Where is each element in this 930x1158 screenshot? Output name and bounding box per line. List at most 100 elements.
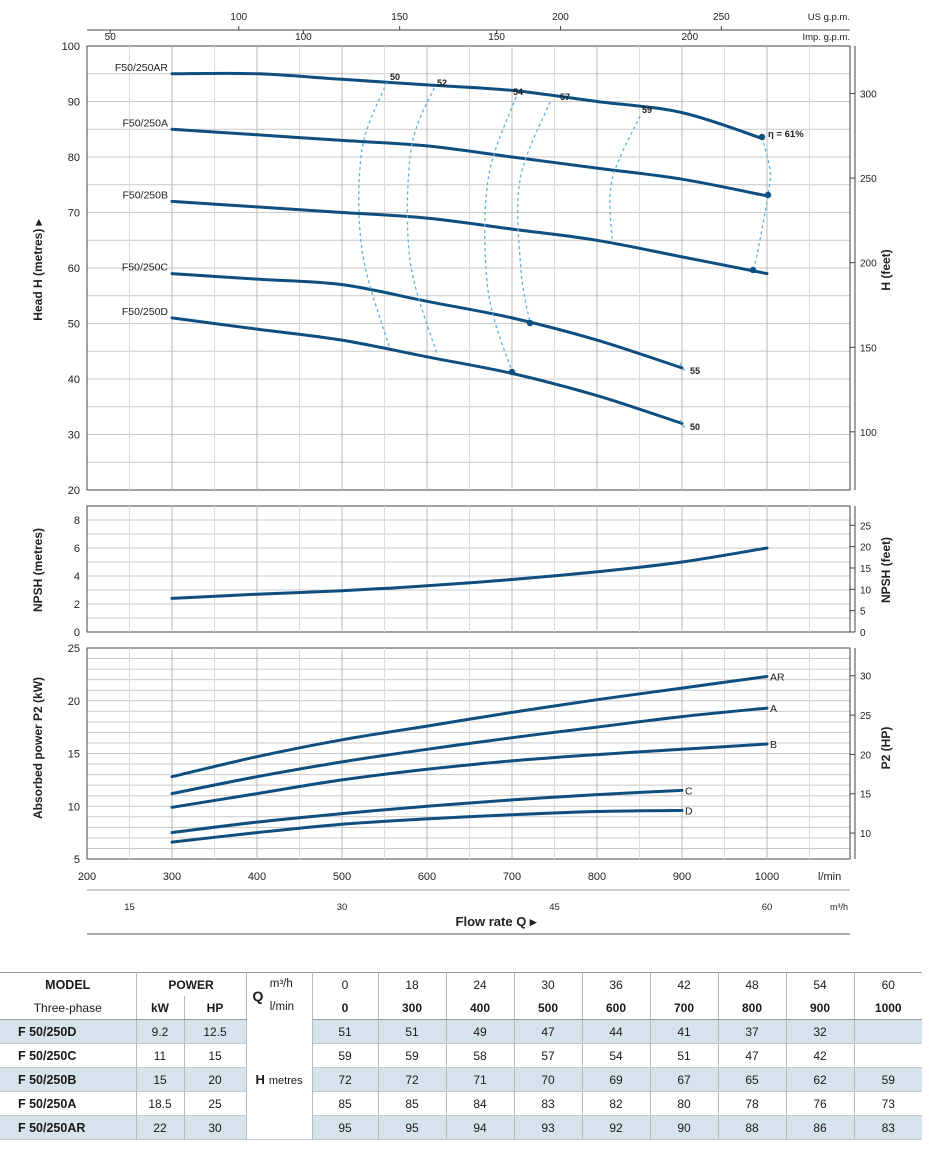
head-value-cell: 92 [582,1115,651,1140]
head-y-tick-label: 70 [68,208,80,220]
q-m3h-value: 54 [786,972,855,996]
head-value-cell: 57 [514,1043,583,1068]
head-curve-f50/250ar [170,71,765,141]
head-value-cell [854,1019,922,1044]
npsh-y-tick-label: 6 [74,543,80,555]
power-curve-label: A [770,703,777,715]
table-row: F 50/250A 18.5 25 85 85 84 83 82 80 78 76 73 [0,1091,930,1116]
chart-labels: F50/250AR F50/250A F50/250B F50/250C F50/250… [31,12,893,935]
power-curve-c [170,788,684,835]
q-label: Q [252,988,264,1005]
head-curve-f50/250b [170,199,769,276]
head-value-cell: 73 [854,1091,922,1116]
head-value-cell: 95 [378,1115,447,1140]
head-curve-f50/250c [170,272,684,370]
power-y-tick-label: 25 [68,643,80,655]
efficiency-iso-curve [679,419,687,431]
q-m3h-unit: m³/h [269,978,293,991]
power-curve-ar [170,675,769,779]
power-curve-a [170,706,769,796]
power-frame [86,647,851,860]
table-row: F 50/250AR 22 30 95 95 94 93 92 90 88 86 83 [0,1115,930,1140]
head-value-cell: 80 [650,1091,719,1116]
head-value-cell: 42 [786,1043,855,1068]
head-value-cell: 85 [312,1091,379,1116]
top-imp-tick-label: 50 [105,32,117,43]
head-y-tick-label: 50 [68,319,80,331]
head-right-tick-label: 150 [860,343,877,354]
head-curve-label: F50/250D [122,306,169,318]
head-right-tick-label: 300 [860,90,877,101]
efficiency-value-label: 55 [690,366,700,376]
npsh-curve [170,546,769,600]
power-hp-cell: 12.5 [184,1019,247,1044]
q-m3h-value: 42 [650,972,719,996]
head-curve-label: F50/250B [122,189,168,201]
head-value-cell: 83 [854,1115,922,1140]
top-us-axis-label: US g.p.m. [808,12,850,23]
x2-tick-label: 30 [337,902,348,913]
power-y-tick-label: 10 [68,801,80,813]
head-value-cell: 95 [312,1115,379,1140]
q-lmin-value: 0 [312,996,379,1020]
h-unit: metres [268,1074,303,1087]
head-value-cell: 51 [312,1019,379,1044]
head-value-cell: 78 [718,1091,787,1116]
head-value-cell: 72 [312,1067,379,1092]
q-lmin-value: 400 [446,996,515,1020]
model-name-cell: F 50/250D [0,1019,137,1044]
table-row: F 50/250B 15 20 72 72 71 70 69 67 65 62 59 [0,1067,930,1092]
efficiency-iso-curve [358,81,390,347]
head-value-cell: 59 [854,1067,922,1092]
power-kw-cell: 18.5 [136,1091,185,1116]
power-right-tick-label: 25 [860,711,872,722]
npsh-right-tick-label: 10 [860,585,872,596]
q-lmin-value: 800 [718,996,787,1020]
power-curve-label: AR [770,671,785,683]
head-value-cell: 47 [514,1019,583,1044]
power-header: POWER [136,972,247,996]
efficiency-point [526,319,534,327]
power-hp-cell: 20 [184,1067,247,1092]
power-y-tick-label: 20 [68,696,80,708]
head-value-cell: 93 [514,1115,583,1140]
x-tick-label: 500 [333,871,351,883]
power-right-tick-label: 30 [860,672,872,683]
three-phase-label: Three-phase [0,996,137,1020]
x-tick-label: 1000 [755,871,779,883]
npsh-y-axis-title: NPSH (metres) [31,528,45,612]
hp-header: HP [184,996,247,1020]
head-value-cell: 47 [718,1043,787,1068]
top-us-tick-label: 200 [552,12,569,23]
q-m3h-value: 18 [378,972,447,996]
efficiency-iso-curve [609,115,641,241]
x2-unit-label: m³/h [830,902,848,912]
q-header: Q m³/h l/min [246,972,313,1020]
x2-tick-label: 15 [124,902,135,913]
q-lmin-value: 1000 [854,996,922,1020]
x-axis-title: Flow rate Q ▸ [456,914,538,929]
q-lmin-unit: l/min [269,1001,295,1014]
head-y-tick-label: 80 [68,152,80,164]
efficiency-value-label: 59 [642,105,652,115]
head-value-cell: 58 [446,1043,515,1068]
head-value-cell: 70 [514,1067,583,1092]
head-value-cell: 59 [312,1043,379,1068]
head-right-axis-title: H (feet) [879,249,893,290]
npsh-y-tick-label: 4 [74,571,80,583]
power-hp-cell: 25 [184,1091,247,1116]
power-curve-label: B [770,739,777,751]
npsh-right-tick-label: 20 [860,543,872,554]
head-curve-f50/250d [170,316,684,425]
power-kw-cell: 15 [136,1067,185,1092]
x-tick-label: 900 [673,871,691,883]
efficiency-value-label: 57 [560,92,570,102]
npsh-right-tick-label: 25 [860,521,872,532]
top-imp-tick-label: 100 [295,32,312,43]
q-m3h-value: 36 [582,972,651,996]
efficiency-point [764,191,772,199]
head-y-tick-label: 40 [68,374,80,386]
efficiency-point [749,266,757,274]
